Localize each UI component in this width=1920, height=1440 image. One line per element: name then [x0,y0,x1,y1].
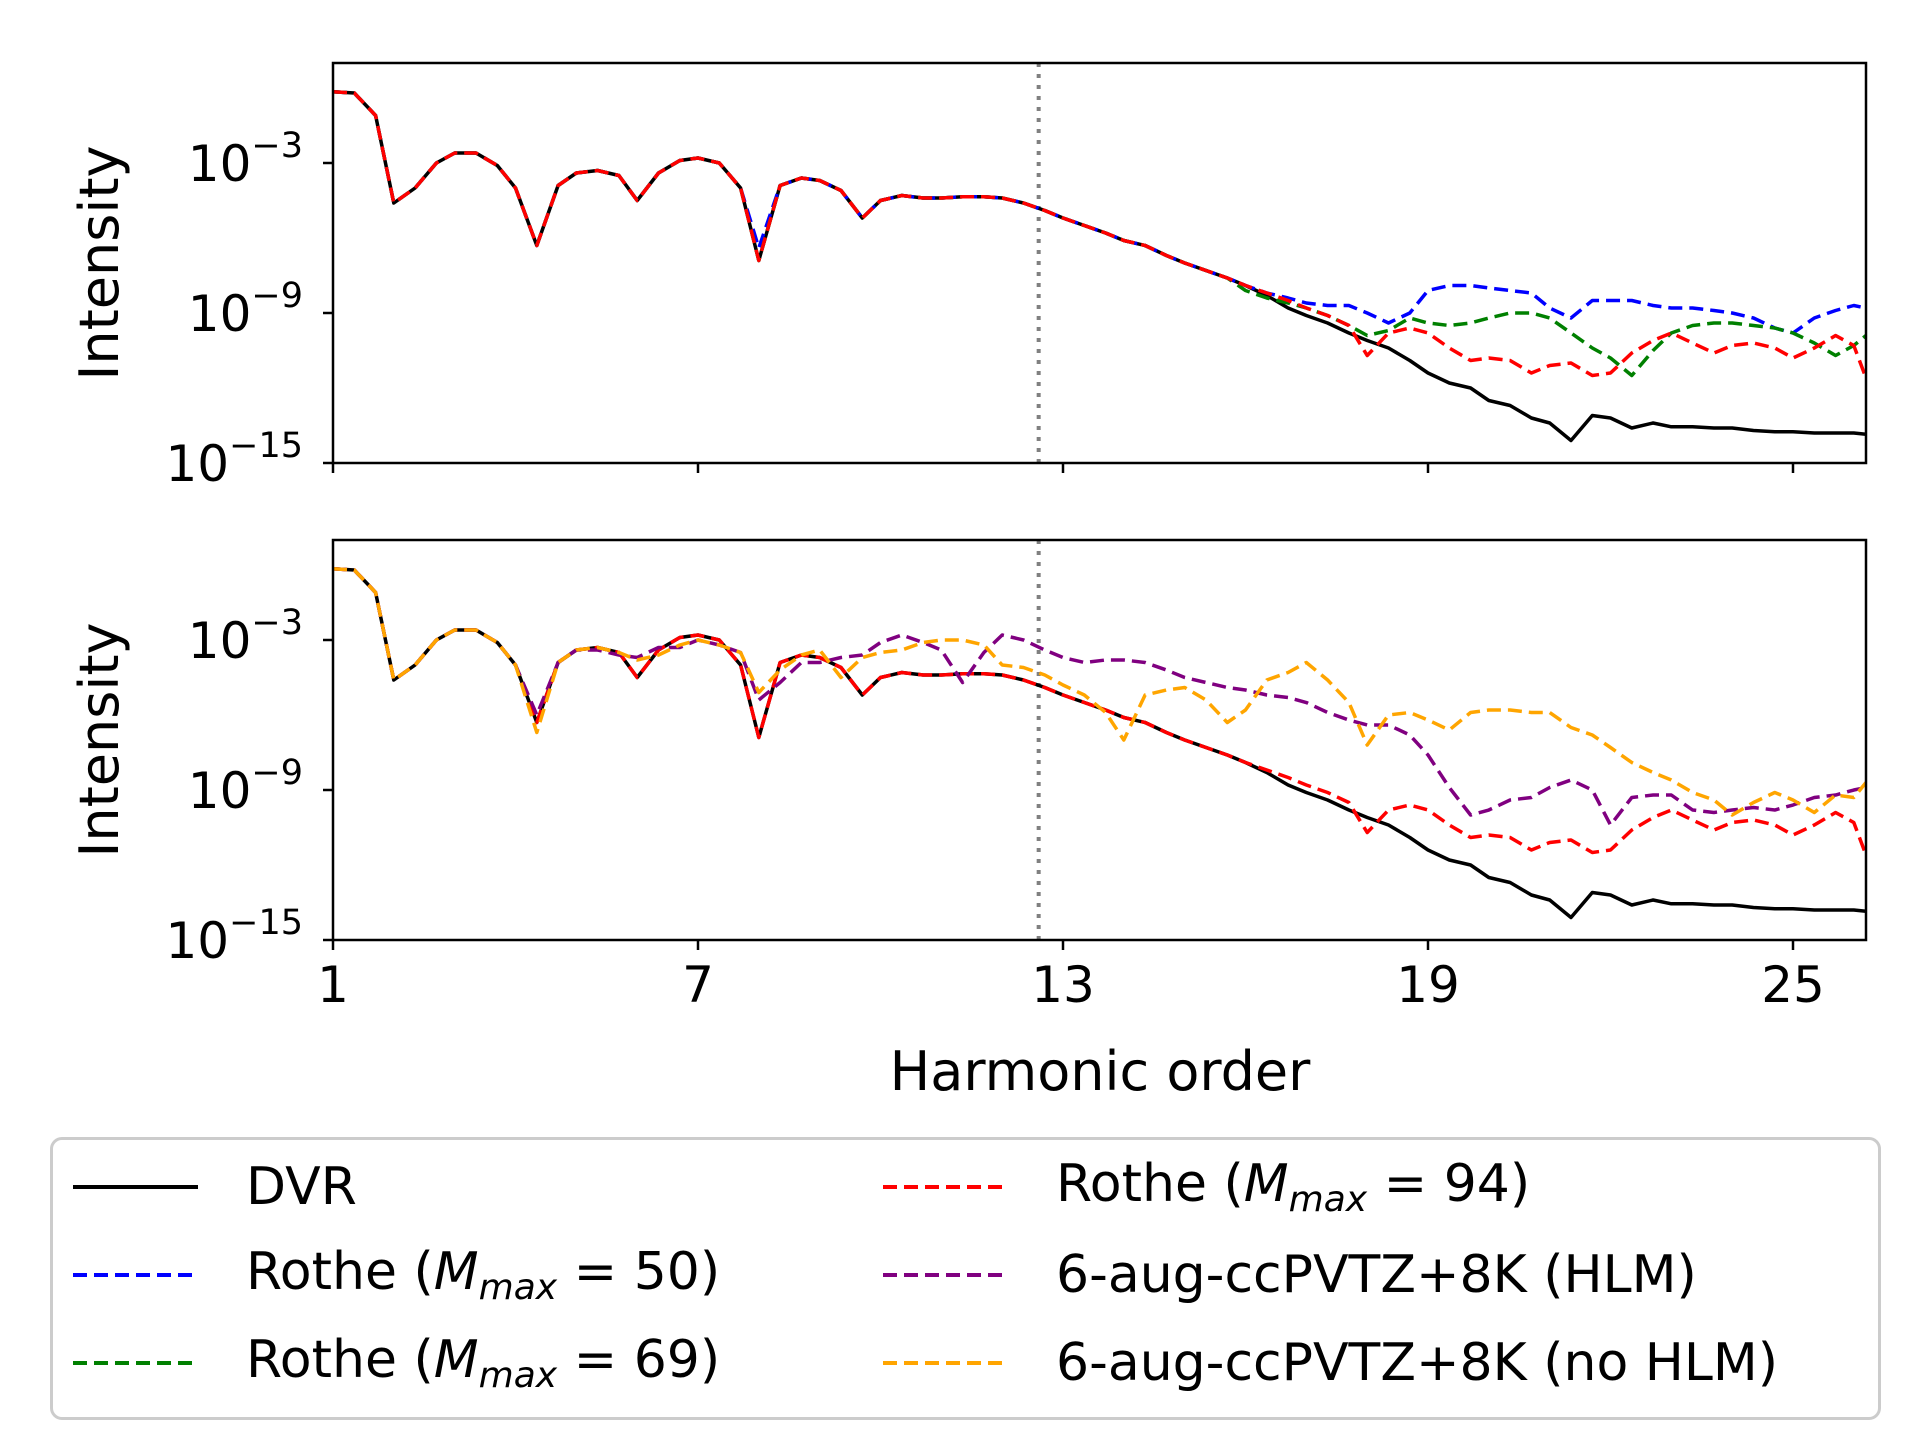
legend: DVR Rothe (Mmax = 94) Rothe (Mmax = 50) … [50,1137,1881,1420]
legend-swatch-no-hlm [883,1361,1008,1365]
series-line-dvr [333,90,1866,443]
legend-item-dvr: DVR [73,1152,357,1222]
x-tick-label: 13 [1031,956,1095,1014]
top-panel: 10−3 10−9 10−15 Intensity [68,61,1868,493]
legend-swatch-rothe-94 [883,1185,1008,1189]
legend-label-rothe-69: Rothe (Mmax = 69) [246,1330,721,1396]
y-tick-label: 10−9 [188,276,303,343]
y-tick-label: 10−15 [166,426,304,493]
x-tick-label: 19 [1396,956,1460,1014]
legend-label-rothe-50: Rothe (Mmax = 50) [246,1242,721,1308]
y-axis-label: Intensity [68,145,131,380]
legend-swatch-hlm [883,1273,1008,1277]
x-tick-label: 1 [317,956,349,1014]
x-tick-label: 7 [682,956,714,1014]
y-tick-label: 10−3 [188,603,303,670]
series-line-rothe-m-max-50 [333,90,1866,335]
series-line-6-aug-ccpvtz-8k-no-hlm [333,567,1866,817]
bottom-panel: 1 7 13 19 25 10−3 10−9 10−15 Intensity [68,538,1868,1014]
legend-label-hlm: 6-aug-ccPVTZ+8K (HLM) [1056,1245,1697,1305]
series-line-rothe-m-max-69 [333,90,1866,378]
legend-item-hlm: 6-aug-ccPVTZ+8K (HLM) [883,1240,1697,1310]
series-line-rothe-m-max-94 [333,90,1866,379]
legend-label-dvr: DVR [246,1157,357,1217]
x-axis-label: Harmonic order [890,1040,1311,1103]
axes-frame [331,538,1868,942]
legend-swatch-dvr [73,1185,198,1189]
series-line-dvr [333,567,1866,920]
legend-item-rothe-50: Rothe (Mmax = 50) [73,1240,720,1310]
y-tick-label: 10−9 [188,753,303,820]
axes-frame [331,61,1868,465]
y-axis-label: Intensity [68,622,131,857]
legend-item-no-hlm: 6-aug-ccPVTZ+8K (no HLM) [883,1328,1778,1398]
series-line-rothe-m-max-94 [333,567,1866,856]
y-tick-label: 10−3 [188,126,303,193]
series-line-6-aug-ccpvtz-8k-hlm [333,567,1866,827]
legend-label-rothe-94: Rothe (Mmax = 94) [1056,1154,1531,1220]
legend-swatch-rothe-69 [73,1361,198,1365]
legend-item-rothe-69: Rothe (Mmax = 69) [73,1328,720,1398]
x-tick-label: 25 [1761,956,1825,1014]
legend-item-rothe-94: Rothe (Mmax = 94) [883,1152,1530,1222]
legend-swatch-rothe-50 [73,1273,198,1277]
legend-label-no-hlm: 6-aug-ccPVTZ+8K (no HLM) [1056,1333,1779,1393]
y-tick-label: 10−15 [166,903,304,970]
